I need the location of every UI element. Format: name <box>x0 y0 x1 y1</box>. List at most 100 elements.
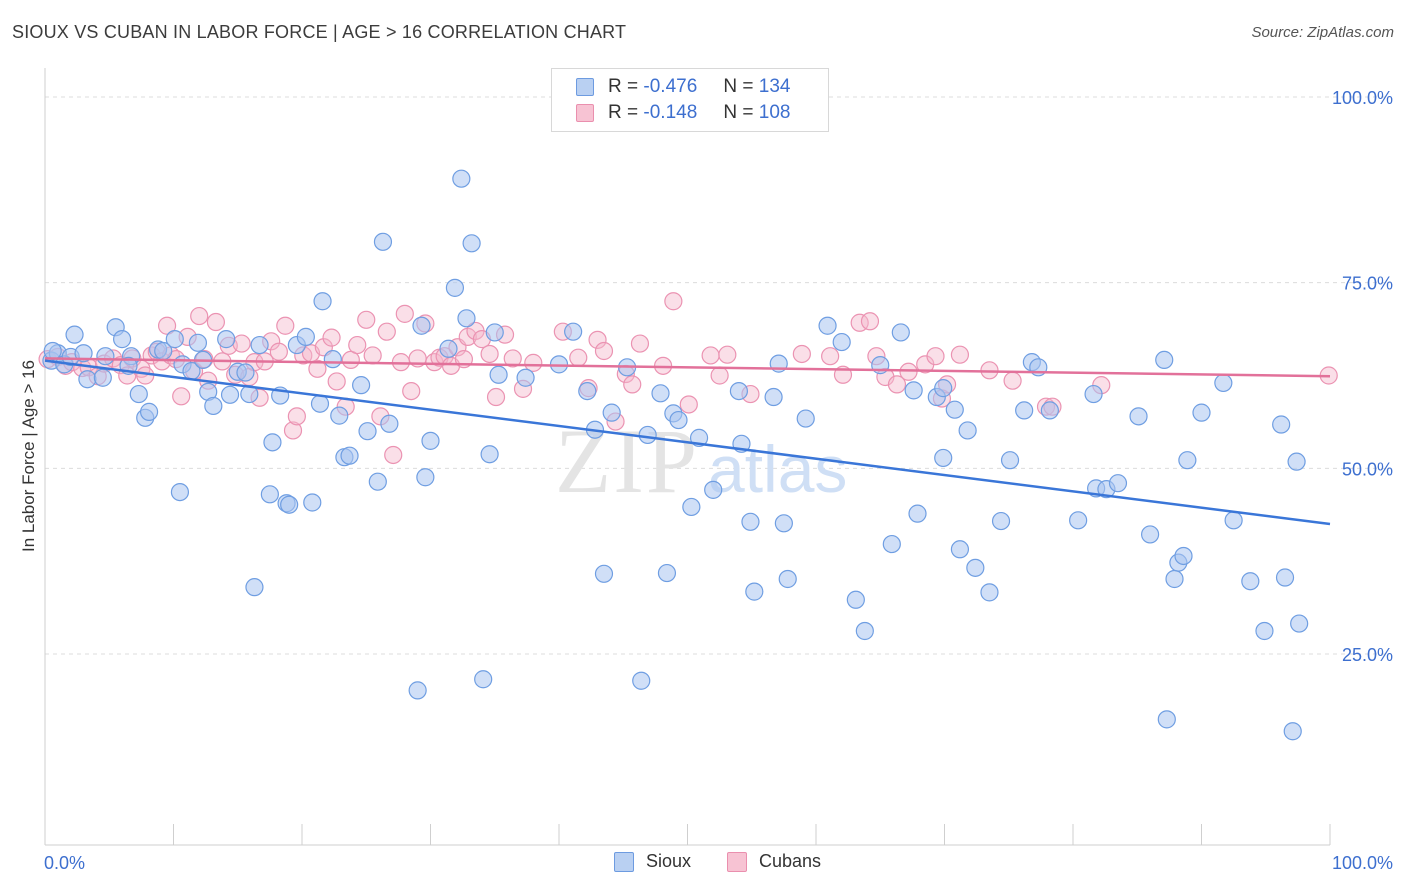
legend-r-value: -0.148 <box>643 102 698 123</box>
cubans-point <box>588 330 607 349</box>
legend-n-value: 108 <box>758 102 791 123</box>
sioux-point <box>323 350 342 369</box>
sioux-point <box>1174 546 1193 566</box>
sioux-point <box>704 480 723 499</box>
cubans-point <box>287 407 306 426</box>
legend-n-value: 134 <box>758 76 791 97</box>
cubans-point <box>308 359 327 378</box>
cubans-point <box>503 349 522 368</box>
sioux-point <box>170 482 190 502</box>
cubans-point <box>402 381 421 401</box>
sioux-point <box>165 330 184 349</box>
sioux-point <box>65 325 84 344</box>
cubans-point <box>718 345 737 364</box>
sioux-point <box>594 564 614 583</box>
cubans-point <box>232 334 251 353</box>
sioux-point <box>934 379 953 398</box>
sioux-point <box>217 330 236 349</box>
cubans-point <box>710 366 729 385</box>
sioux-point <box>1069 511 1088 530</box>
cubans-point <box>348 335 367 355</box>
sioux-point <box>980 583 999 602</box>
sioux-point <box>1140 525 1160 544</box>
tick-labels: 25.0% 50.0% 75.0% 100.0% 0.0% 100.0% <box>44 88 1393 873</box>
sioux-point <box>991 511 1011 531</box>
sioux-point <box>1084 384 1103 404</box>
sioux-point <box>882 534 901 554</box>
cubans-point <box>480 344 499 364</box>
cubans-point <box>363 346 382 365</box>
sioux-point <box>452 169 471 188</box>
sioux-point <box>1241 572 1260 591</box>
sioux-point <box>368 472 387 491</box>
sioux-point <box>421 431 440 450</box>
cubans-point <box>569 348 588 367</box>
sioux-point <box>245 578 264 597</box>
cubans-point <box>524 353 543 372</box>
sioux-point <box>516 368 535 387</box>
bottom-legend-cubans: Cubans <box>727 851 821 872</box>
y-tick-label: 75.0% <box>1342 274 1393 294</box>
axes <box>44 68 1331 846</box>
sioux-point <box>832 332 851 352</box>
cubans-point <box>136 366 155 385</box>
sioux-point <box>846 590 865 609</box>
cubans-point <box>206 312 226 332</box>
cubans-trend-line <box>44 357 1331 378</box>
sioux-point <box>966 558 985 577</box>
cubans-point <box>377 322 396 341</box>
sioux-point <box>310 394 330 413</box>
sioux-point <box>651 384 670 403</box>
cubans-point <box>190 306 209 326</box>
sioux-point <box>778 569 797 589</box>
legend-n-label: N = <box>723 76 754 97</box>
sioux-point <box>408 681 427 700</box>
cubans-point <box>926 347 945 366</box>
y-axis-label: In Labor Force | Age > 16 <box>19 360 38 552</box>
cubans-point <box>172 387 191 406</box>
sioux-point <box>260 485 279 504</box>
cubans-point <box>664 292 683 311</box>
sioux-point <box>412 316 431 335</box>
sioux-point <box>93 368 112 387</box>
sioux-point <box>1287 452 1306 471</box>
cubans-point <box>630 334 650 353</box>
legend-swatch-sioux <box>576 78 594 96</box>
legend-r-label: R = <box>608 76 639 97</box>
sioux-point <box>129 384 148 404</box>
chart-title: SIOUX VS CUBAN IN LABOR FORCE | AGE > 16… <box>12 22 627 42</box>
stats-legend: R = -0.476 N = 134 R = -0.148 N = 108 <box>551 68 829 132</box>
sioux-point <box>1155 350 1174 370</box>
x-tick-label: 0.0% <box>44 853 85 873</box>
sioux-point <box>358 422 377 441</box>
watermark-atlas: atlas <box>708 432 847 506</box>
cubans-point <box>276 316 295 335</box>
sioux-point <box>485 323 504 342</box>
bottom-legend-swatch-sioux <box>614 851 634 872</box>
cubans-point <box>384 445 403 465</box>
bottom-legend-swatch-cubans <box>727 851 747 872</box>
cubans-point <box>157 316 177 335</box>
cubans-point <box>283 421 303 440</box>
gridlines <box>45 96 1390 655</box>
sioux-point <box>1108 474 1128 493</box>
sioux-point <box>632 671 651 690</box>
sioux-point <box>457 309 476 328</box>
bottom-legend-label-sioux: Sioux <box>646 851 692 871</box>
cubans-point <box>679 395 698 414</box>
y-tick-label: 50.0% <box>1342 459 1393 479</box>
legend-r-value: -0.476 <box>643 76 698 97</box>
sioux-point <box>78 370 97 389</box>
bottom-legend-sioux: Sioux <box>614 851 691 872</box>
cubans-point <box>701 346 720 365</box>
sioux-point <box>855 621 874 641</box>
sioux-point <box>139 402 159 421</box>
sioux-point <box>682 497 701 517</box>
sioux-point <box>1224 511 1243 530</box>
sioux-point <box>741 512 760 531</box>
sioux-point <box>578 381 597 401</box>
cubans-point <box>395 304 414 323</box>
sioux-point <box>474 670 493 689</box>
sioux-point <box>818 316 837 335</box>
